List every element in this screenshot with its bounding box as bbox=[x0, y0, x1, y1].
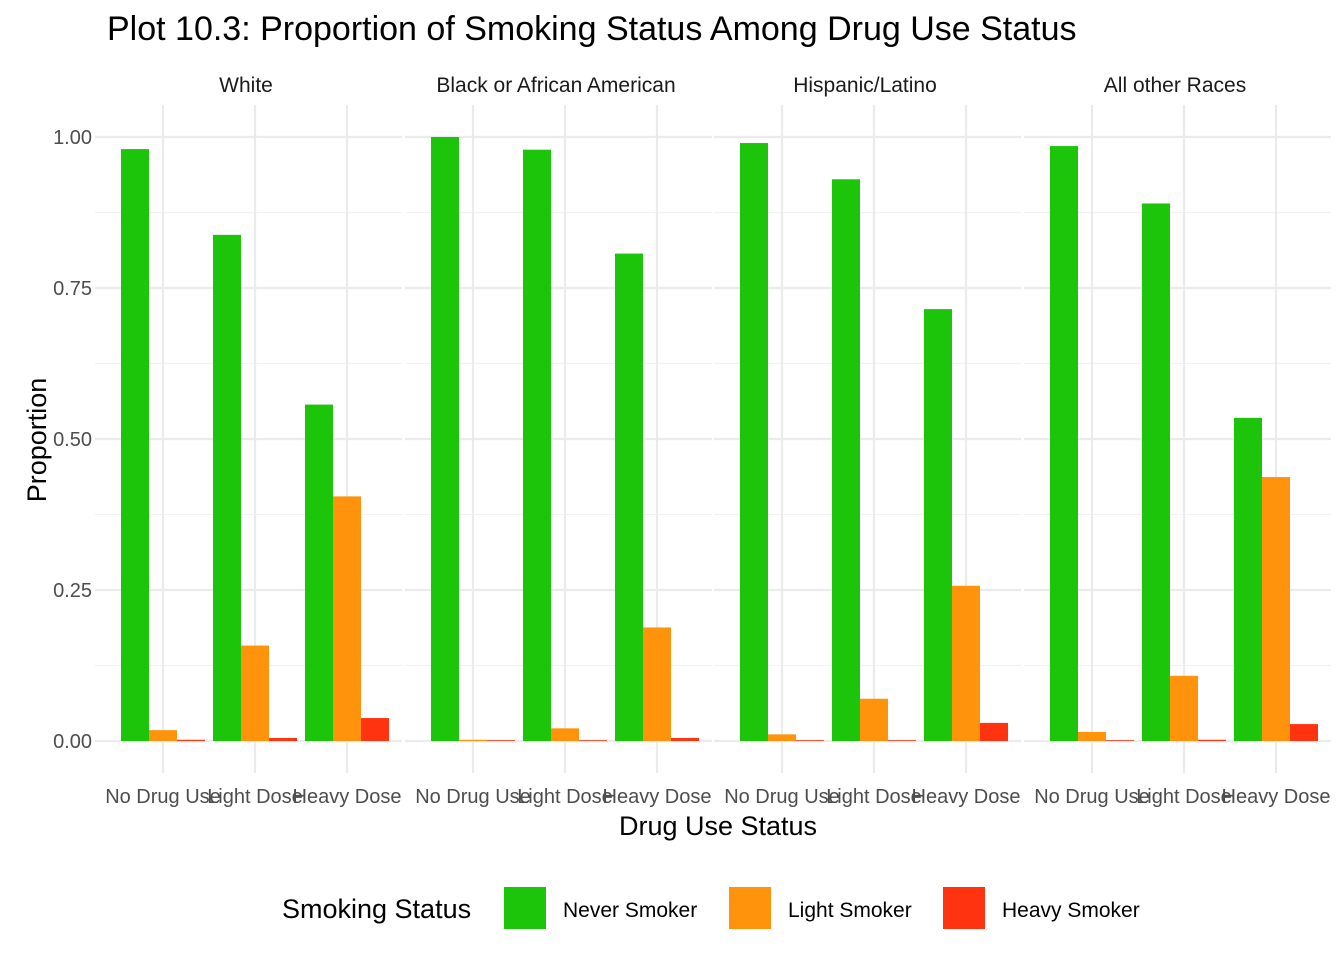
bar bbox=[980, 722, 1008, 741]
facet-strip-label: Black or African American bbox=[436, 74, 675, 97]
bar bbox=[149, 730, 177, 741]
facet-strip-label: Hispanic/Latino bbox=[793, 74, 937, 97]
y-tick-label: 0.25 bbox=[53, 580, 92, 602]
bar bbox=[1170, 675, 1198, 741]
bar bbox=[459, 739, 487, 741]
x-tick-label: Light Dose bbox=[517, 786, 613, 808]
facet-strip-label: White bbox=[219, 74, 273, 97]
y-tick-label: 1.00 bbox=[53, 127, 92, 149]
bar bbox=[487, 740, 515, 741]
chart-title: Plot 10.3: Proportion of Smoking Status … bbox=[107, 10, 1077, 48]
bar bbox=[269, 737, 297, 741]
x-tick-label: Light Dose bbox=[207, 786, 303, 808]
x-tick-label: Light Dose bbox=[826, 786, 922, 808]
y-axis-title: Proportion bbox=[22, 378, 52, 503]
bar bbox=[551, 728, 579, 741]
bar bbox=[1290, 724, 1318, 741]
bar bbox=[796, 740, 824, 741]
x-tick-label: Heavy Dose bbox=[1222, 786, 1331, 808]
bar bbox=[832, 179, 860, 741]
legend-label: Light Smoker bbox=[788, 899, 912, 922]
bar bbox=[1106, 740, 1134, 741]
bar bbox=[241, 645, 269, 741]
bar bbox=[361, 718, 389, 741]
legend-label: Never Smoker bbox=[563, 899, 697, 922]
legend-swatch bbox=[504, 887, 546, 929]
x-tick-label: No Drug Use bbox=[724, 786, 840, 808]
x-tick-label: No Drug Use bbox=[105, 786, 221, 808]
y-tick-label: 0.00 bbox=[53, 731, 92, 753]
bar bbox=[615, 253, 643, 741]
bar bbox=[177, 739, 205, 741]
bar bbox=[305, 404, 333, 741]
legend-label: Heavy Smoker bbox=[1002, 899, 1140, 922]
bar bbox=[1234, 417, 1262, 741]
bar bbox=[952, 585, 980, 741]
bar bbox=[1050, 146, 1078, 741]
bar bbox=[579, 740, 607, 741]
bar bbox=[121, 149, 149, 741]
bar bbox=[740, 143, 768, 742]
bar bbox=[1262, 477, 1290, 741]
x-tick-label: Light Dose bbox=[1136, 786, 1232, 808]
bar bbox=[1078, 731, 1106, 741]
bar bbox=[431, 137, 459, 741]
legend-swatch bbox=[729, 887, 771, 929]
facet-panel: Black or African American No Drug UseLigh… bbox=[405, 74, 712, 808]
facet-strip-label: All other Races bbox=[1104, 74, 1246, 97]
x-tick-label: Heavy Dose bbox=[293, 786, 402, 808]
bar bbox=[768, 734, 796, 741]
y-tick-label: 0.75 bbox=[53, 278, 92, 300]
x-tick-label: No Drug Use bbox=[1034, 786, 1150, 808]
bar bbox=[1198, 739, 1226, 741]
y-tick-label: 0.50 bbox=[53, 429, 92, 451]
x-axis-title: Drug Use Status bbox=[619, 811, 817, 841]
legend: Smoking Status Never Smoker Light Smoker H… bbox=[282, 887, 1140, 929]
bar bbox=[888, 740, 916, 741]
x-tick-label: Heavy Dose bbox=[912, 786, 1021, 808]
bar bbox=[643, 627, 671, 741]
x-tick-label: Heavy Dose bbox=[603, 786, 712, 808]
bar bbox=[924, 309, 952, 741]
bar bbox=[333, 496, 361, 741]
bar bbox=[860, 698, 888, 741]
bar bbox=[523, 149, 551, 741]
bar bbox=[671, 737, 699, 741]
x-tick-label: No Drug Use bbox=[415, 786, 531, 808]
bar bbox=[213, 234, 241, 741]
bar bbox=[1142, 203, 1170, 741]
legend-title: Smoking Status bbox=[282, 894, 471, 924]
legend-swatch bbox=[943, 887, 985, 929]
